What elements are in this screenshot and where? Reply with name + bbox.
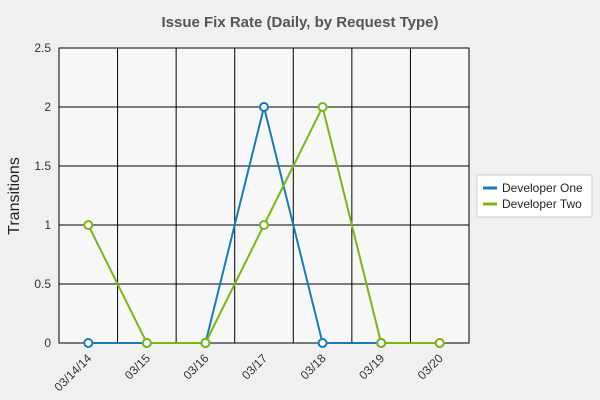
x-tick-label: 03/16 — [180, 351, 211, 382]
x-axis-ticks: 03/14/14 03/15 03/16 03/17 03/18 03/19 03/20 — [51, 351, 446, 394]
x-tick-label: 03/17 — [239, 351, 270, 382]
chart-title: Issue Fix Rate (Daily, by Request Type) — [161, 14, 438, 31]
data-point — [141, 338, 152, 348]
plot-area — [58, 47, 470, 344]
series-group — [83, 102, 445, 348]
data-point — [200, 338, 211, 348]
legend: Developer One Developer Two — [476, 174, 593, 218]
y-axis-label: Transitions — [6, 157, 23, 235]
y-tick-label: 1.5 — [34, 159, 51, 173]
y-axis-ticks: 0 0.5 1 1.5 2 2.5 — [34, 41, 51, 350]
x-tick-label: 03/18 — [298, 351, 329, 382]
x-tick-label: 03/19 — [356, 351, 387, 382]
x-tick-label: 03/15 — [122, 351, 153, 382]
y-tick-label: 2.5 — [34, 41, 51, 55]
data-point — [83, 338, 94, 348]
legend-label: Developer One — [502, 181, 583, 195]
x-tick-label: 03/20 — [415, 351, 446, 382]
y-tick-label: 0.5 — [34, 277, 51, 291]
data-point — [317, 338, 328, 348]
y-tick-label: 2 — [44, 100, 51, 114]
data-point — [83, 220, 94, 230]
data-point — [376, 338, 387, 348]
legend-box — [476, 174, 593, 218]
x-tick-label: 03/14/14 — [51, 351, 94, 394]
legend-label: Developer Two — [502, 197, 582, 211]
data-point — [317, 102, 328, 112]
data-point — [259, 220, 269, 230]
data-point — [259, 102, 269, 112]
y-tick-label: 0 — [44, 336, 51, 350]
data-point — [434, 338, 445, 348]
y-tick-label: 1 — [44, 218, 51, 232]
